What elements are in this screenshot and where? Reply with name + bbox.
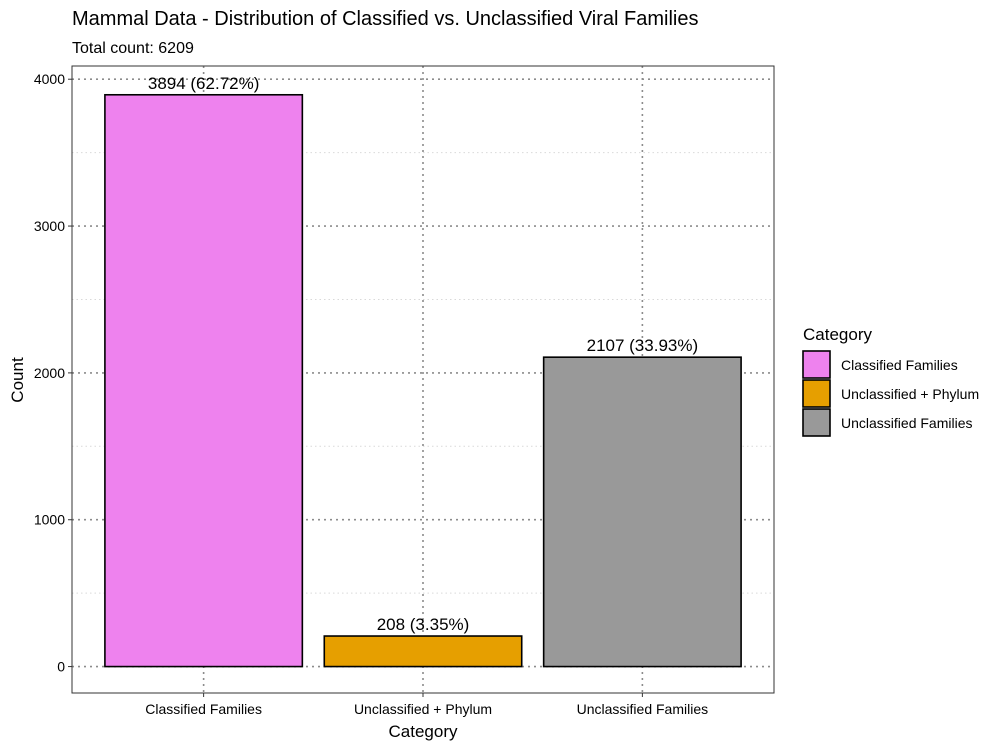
legend-key: [802, 408, 831, 437]
y-tick-label: 4000: [34, 71, 65, 87]
data-label: 2107 (33.93%): [587, 336, 699, 355]
legend-label: Unclassified + Phylum: [841, 386, 979, 402]
data-labels: 3894 (62.72%) 208 (3.35%) 2107 (33.93%): [148, 74, 698, 634]
y-tick-label: 3000: [34, 218, 65, 234]
data-label: 208 (3.35%): [377, 615, 470, 634]
chart-subtitle: Total count: 6209: [72, 40, 194, 57]
y-tick-label: 1000: [34, 512, 65, 528]
x-tick-label: Unclassified + Phylum: [354, 701, 492, 717]
chart-title: Mammal Data - Distribution of Classified…: [72, 8, 698, 30]
y-axis-label: Count: [8, 357, 27, 403]
y-tick-label: 2000: [34, 365, 65, 381]
y-tick-label: 0: [57, 659, 65, 675]
legend-key: [802, 379, 831, 408]
data-label: 3894 (62.72%): [148, 74, 260, 93]
bar: [542, 356, 742, 668]
legend-title: Category: [803, 325, 872, 344]
legend-key: [802, 350, 831, 379]
x-axis-label: Category: [389, 722, 458, 741]
bars: [104, 93, 742, 668]
x-tick-label: Classified Families: [145, 701, 262, 717]
x-tick-label: Unclassified Families: [577, 701, 708, 717]
axes: 0 1000 2000 3000 4000 Classified Families Uncl…: [34, 71, 708, 717]
legend: Category Classified Families Unclassified…: [802, 325, 979, 437]
legend-label: Unclassified Families: [841, 415, 972, 431]
bar: [323, 635, 523, 668]
bar: [104, 93, 304, 668]
legend-label: Classified Families: [841, 357, 958, 373]
